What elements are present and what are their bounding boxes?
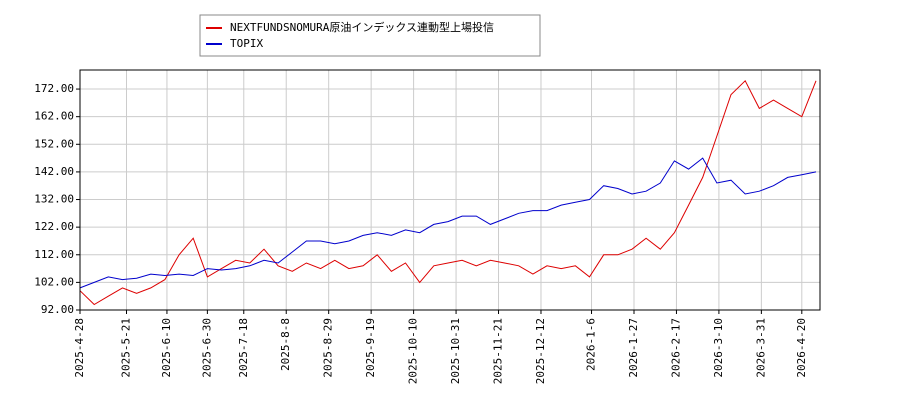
x-tick-label: 2025-6-30	[200, 318, 213, 378]
x-tick-label: 2025-8-29	[322, 318, 335, 378]
y-tick-label: 102.00	[34, 275, 74, 288]
y-tick-label: 142.00	[34, 165, 74, 178]
x-tick-label: 2026-3-31	[754, 318, 767, 378]
x-tick-label: 2026-3-10	[712, 318, 725, 378]
x-tick-label: 2025-8-8	[279, 318, 292, 371]
x-tick-label: 2026-1-27	[627, 318, 640, 378]
x-tick-label: 2025-6-10	[160, 318, 173, 378]
legend-label: NEXTFUNDSNOMURA原油インデックス連動型上場投信	[230, 20, 494, 34]
y-tick-label: 152.00	[34, 137, 74, 150]
x-tick-label: 2026-2-17	[669, 318, 682, 378]
x-tick-label: 2025-10-31	[449, 318, 462, 384]
y-tick-label: 122.00	[34, 220, 74, 233]
plot-frame	[79, 69, 821, 311]
series-line	[79, 79, 817, 306]
x-tick-label: 2025-7-18	[237, 318, 250, 378]
x-tick-label: 2025-5-21	[120, 318, 133, 378]
x-tick-label: 2025-4-28	[73, 318, 86, 378]
x-tick-label: 2026-4-20	[795, 318, 808, 378]
legend-label: TOPIX	[230, 37, 263, 50]
x-tick-label: 2026-1-6	[585, 318, 598, 371]
y-tick-label: 162.00	[34, 110, 74, 123]
series-line	[79, 157, 817, 289]
x-tick-label: 2025-10-10	[407, 318, 420, 384]
x-tick-label: 2025-9-19	[364, 318, 377, 378]
y-tick-label: 132.00	[34, 193, 74, 206]
y-tick-label: 112.00	[34, 248, 74, 261]
y-tick-label: 92.00	[41, 303, 74, 316]
legend-box	[199, 14, 541, 57]
x-tick-label: 2025-11-21	[492, 318, 505, 384]
x-tick-label: 2025-12-12	[534, 318, 547, 384]
y-tick-label: 172.00	[34, 82, 74, 95]
